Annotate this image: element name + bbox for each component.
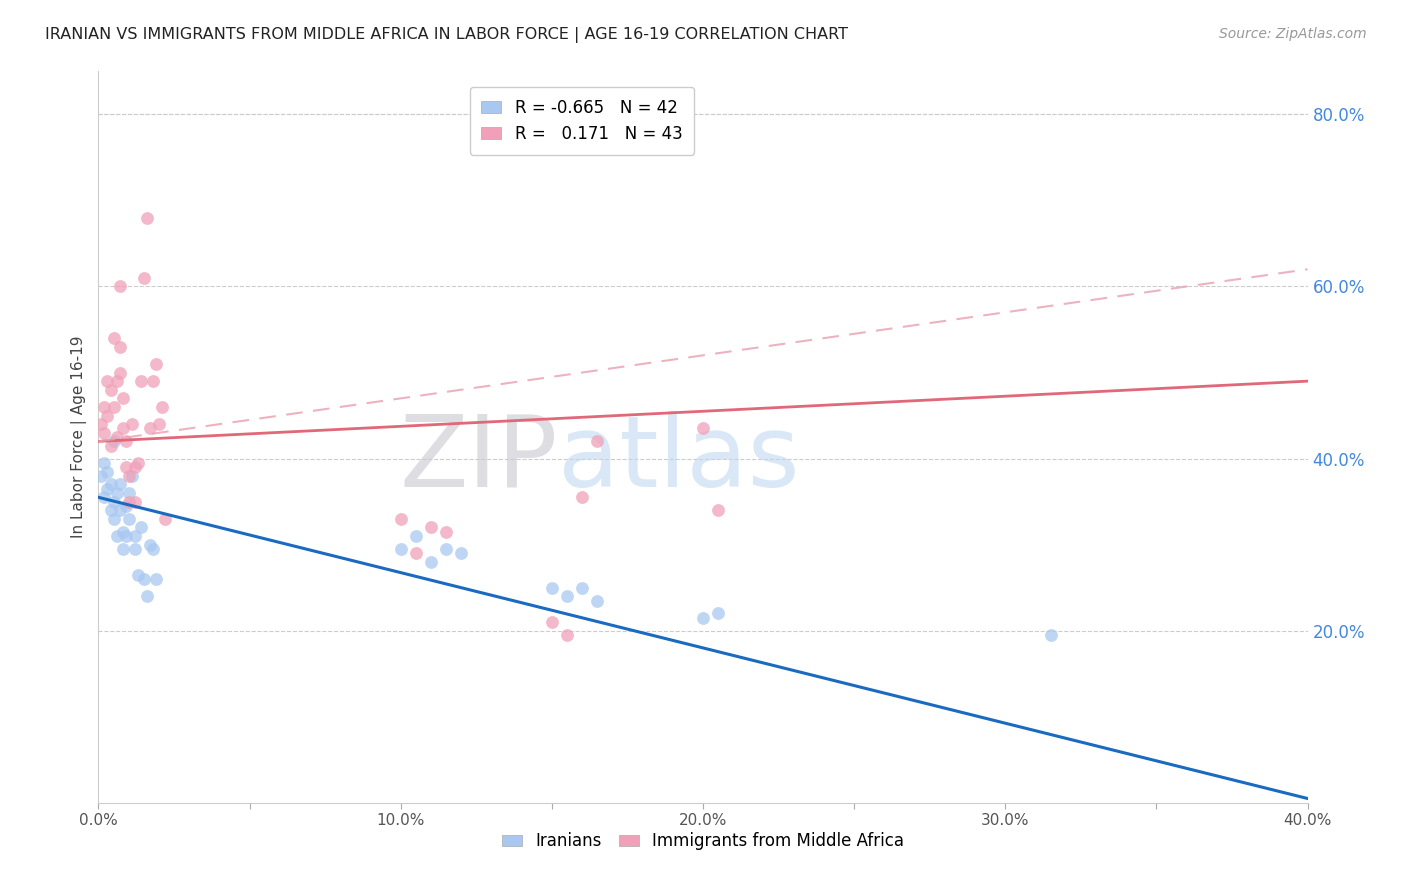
Point <box>121 417 143 432</box>
Point <box>124 529 146 543</box>
Point <box>103 400 125 414</box>
Point <box>405 546 427 560</box>
Point <box>108 503 131 517</box>
Point <box>389 512 412 526</box>
Point <box>420 555 443 569</box>
Point <box>103 494 125 508</box>
Point <box>111 541 134 556</box>
Point <box>707 503 730 517</box>
Point <box>586 434 609 449</box>
Point <box>100 477 122 491</box>
Point <box>389 541 412 556</box>
Point <box>90 417 112 432</box>
Point <box>1039 628 1062 642</box>
Point <box>96 465 118 479</box>
Point <box>420 520 443 534</box>
Point <box>434 541 457 556</box>
Point <box>692 421 714 435</box>
Point <box>100 439 122 453</box>
Point <box>142 374 165 388</box>
Point <box>103 512 125 526</box>
Point <box>114 529 136 543</box>
Point <box>405 529 427 543</box>
Point <box>145 572 167 586</box>
Text: ZIP: ZIP <box>399 410 558 508</box>
Point <box>586 593 609 607</box>
Point <box>555 589 578 603</box>
Point <box>127 567 149 582</box>
Point <box>692 611 714 625</box>
Text: Source: ZipAtlas.com: Source: ZipAtlas.com <box>1219 27 1367 41</box>
Point <box>111 392 134 406</box>
Point <box>96 374 118 388</box>
Point <box>124 541 146 556</box>
Point <box>118 468 141 483</box>
Text: atlas: atlas <box>558 410 800 508</box>
Point <box>105 374 128 388</box>
Point <box>100 503 122 517</box>
Point <box>540 615 562 629</box>
Point <box>108 366 131 380</box>
Point <box>90 468 112 483</box>
Point <box>434 524 457 539</box>
Point <box>145 357 167 371</box>
Point <box>93 456 115 470</box>
Point <box>108 477 131 491</box>
Point <box>142 541 165 556</box>
Point <box>108 340 131 354</box>
Point <box>105 529 128 543</box>
Point <box>114 499 136 513</box>
Point <box>129 520 152 534</box>
Point <box>129 374 152 388</box>
Point <box>127 456 149 470</box>
Point <box>96 409 118 423</box>
Point <box>111 421 134 435</box>
Point <box>118 512 141 526</box>
Point <box>124 460 146 475</box>
Point <box>132 271 155 285</box>
Point <box>100 383 122 397</box>
Point <box>148 417 170 432</box>
Point <box>93 425 115 440</box>
Point <box>93 491 115 505</box>
Point <box>571 581 593 595</box>
Point <box>132 572 155 586</box>
Y-axis label: In Labor Force | Age 16-19: In Labor Force | Age 16-19 <box>72 335 87 539</box>
Point <box>707 607 730 621</box>
Point <box>135 211 157 225</box>
Point <box>108 279 131 293</box>
Legend: Iranians, Immigrants from Middle Africa: Iranians, Immigrants from Middle Africa <box>492 822 914 860</box>
Point <box>153 512 176 526</box>
Point <box>105 486 128 500</box>
Point <box>135 589 157 603</box>
Point <box>139 538 162 552</box>
Point <box>103 434 125 449</box>
Point <box>111 524 134 539</box>
Point <box>124 494 146 508</box>
Point <box>121 468 143 483</box>
Text: IRANIAN VS IMMIGRANTS FROM MIDDLE AFRICA IN LABOR FORCE | AGE 16-19 CORRELATION : IRANIAN VS IMMIGRANTS FROM MIDDLE AFRICA… <box>45 27 848 43</box>
Point <box>103 331 125 345</box>
Point <box>105 430 128 444</box>
Point <box>139 421 162 435</box>
Point <box>555 628 578 642</box>
Point <box>540 581 562 595</box>
Point <box>114 434 136 449</box>
Point <box>150 400 173 414</box>
Point <box>93 400 115 414</box>
Point <box>118 494 141 508</box>
Point <box>118 486 141 500</box>
Point <box>450 546 472 560</box>
Point <box>114 460 136 475</box>
Point <box>96 482 118 496</box>
Point <box>571 491 593 505</box>
